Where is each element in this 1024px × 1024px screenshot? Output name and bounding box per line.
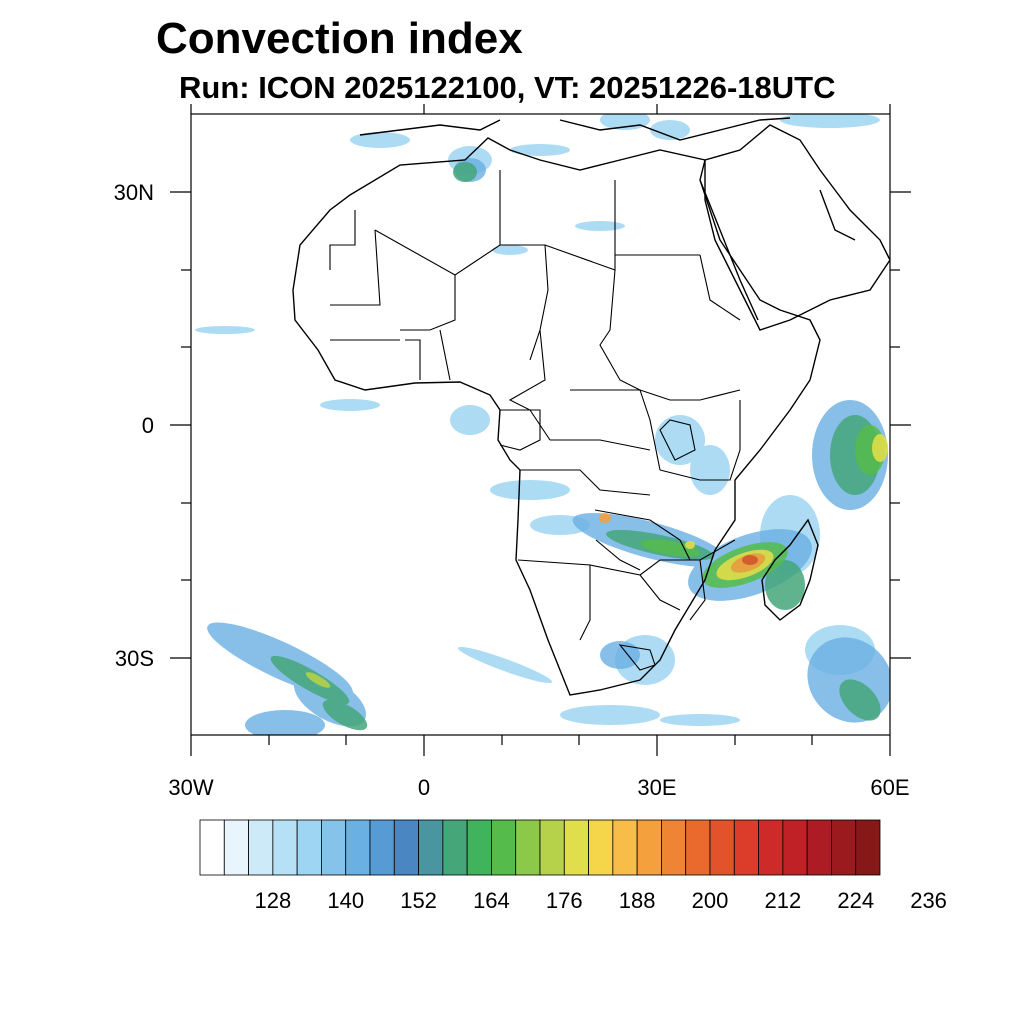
colorbar-label: 236 bbox=[910, 888, 947, 913]
colorbar-box bbox=[612, 819, 638, 876]
chart-subtitle: Run: ICON 2025122100, VT: 20251226-18UTC bbox=[179, 70, 836, 105]
colorbar-label: 224 bbox=[837, 888, 875, 913]
chart-title: Convection index bbox=[156, 14, 523, 63]
colorbar-box bbox=[296, 819, 322, 876]
colorbar-box bbox=[661, 819, 687, 876]
country-borders bbox=[329, 170, 741, 671]
colorbar bbox=[199, 819, 881, 876]
colorbar-box bbox=[345, 819, 371, 876]
colorbar-box bbox=[563, 819, 589, 876]
colorbar-label: 212 bbox=[764, 888, 802, 913]
colorbar-box bbox=[733, 819, 759, 876]
colorbar-label: 164 bbox=[473, 888, 510, 913]
colorbar-box bbox=[855, 819, 881, 876]
x-tick-label-60e: 60E bbox=[870, 775, 910, 800]
colorbar-box bbox=[418, 819, 444, 876]
axis-ticks bbox=[170, 104, 911, 756]
convection-field bbox=[195, 114, 890, 735]
x-tick-label-30e: 30E bbox=[637, 775, 677, 800]
colorbar-label: 128 bbox=[254, 888, 292, 913]
colorbar-box bbox=[831, 819, 857, 876]
y-tick-label-30s: 30S bbox=[114, 646, 154, 671]
colorbar-label: 200 bbox=[691, 888, 729, 913]
colorbar-box bbox=[491, 819, 517, 876]
colorbar-label: 176 bbox=[545, 888, 583, 913]
colorbar-box bbox=[393, 819, 419, 876]
colorbar-box bbox=[466, 819, 492, 876]
colorbar-box bbox=[636, 819, 662, 876]
colorbar-box bbox=[782, 819, 808, 876]
colorbar-box bbox=[588, 819, 614, 876]
y-tick-label-0: 0 bbox=[141, 413, 154, 438]
y-tick-label-30n: 30N bbox=[113, 180, 154, 205]
colorbar-box bbox=[685, 819, 711, 876]
colorbar-label: 188 bbox=[618, 888, 656, 913]
colorbar-box bbox=[248, 819, 274, 876]
colorbar-box bbox=[539, 819, 565, 876]
colorbar-label: 140 bbox=[327, 888, 365, 913]
colorbar-label: 152 bbox=[400, 888, 437, 913]
colorbar-box bbox=[321, 819, 347, 876]
colorbar-box bbox=[199, 819, 225, 876]
colorbar-box bbox=[223, 819, 249, 876]
colorbar-box bbox=[369, 819, 395, 876]
colorbar-box bbox=[806, 819, 832, 876]
colorbar-box bbox=[758, 819, 784, 876]
x-tick-label-30w: 30W bbox=[168, 775, 214, 800]
x-tick-label-0: 0 bbox=[417, 775, 431, 800]
colorbar-box bbox=[272, 819, 298, 876]
colorbar-box bbox=[442, 819, 468, 876]
colorbar-box bbox=[515, 819, 541, 876]
colorbar-box bbox=[709, 819, 735, 876]
coastlines bbox=[292, 117, 890, 696]
